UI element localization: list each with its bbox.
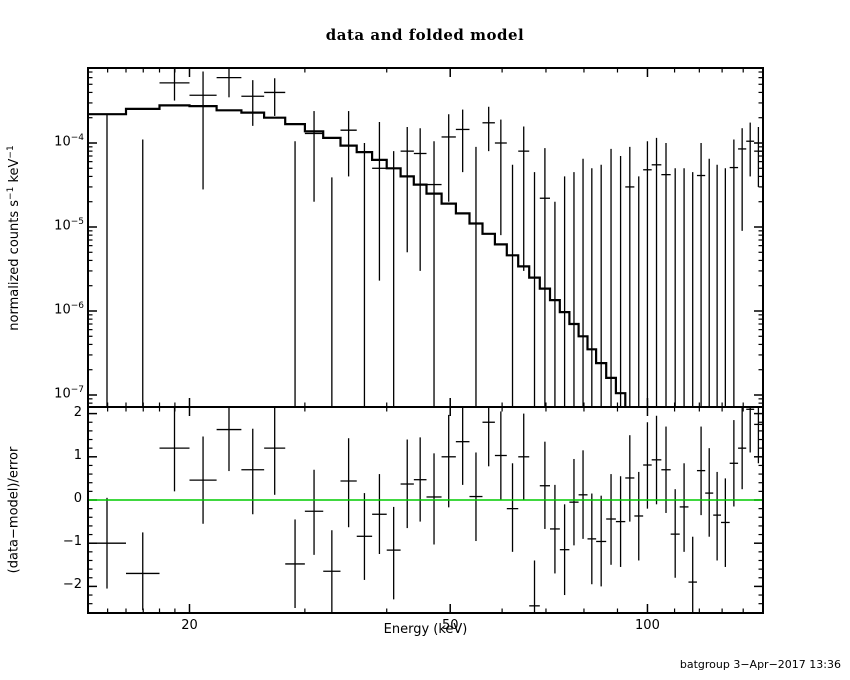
y-tick-label-resid: 1 [73, 447, 82, 463]
bottom-panel-frame [87, 406, 764, 614]
y-tick-label-resid: −2 [62, 577, 82, 593]
y-tick-label-resid: −1 [62, 534, 82, 550]
plot-title: data and folded model [325, 26, 525, 44]
x-tick-label: 20 [181, 618, 198, 633]
y-tick-label-resid: 2 [73, 404, 82, 420]
y-axis-label-counts: normalized counts s−1 keV−1 [5, 144, 23, 331]
y-axis-label-residuals: (data−model)/error [6, 446, 22, 574]
y-tick-label-counts: 10−6 [54, 301, 84, 318]
y-tick-label-counts: 10−4 [54, 133, 84, 150]
y-tick-label-counts: 10−7 [54, 385, 84, 402]
x-tick-label: 100 [635, 618, 660, 633]
model-histogram [88, 104, 627, 407]
x-tick-label: 50 [441, 618, 459, 633]
top-panel-frame [87, 67, 764, 408]
footer-timestamp: batgroup 3−Apr−2017 13:36 [679, 658, 841, 671]
y-tick-label-resid: 0 [73, 491, 82, 506]
x-axis-label-energy: Energy (keV) [383, 622, 468, 637]
y-tick-label-counts: 10−5 [54, 217, 84, 234]
